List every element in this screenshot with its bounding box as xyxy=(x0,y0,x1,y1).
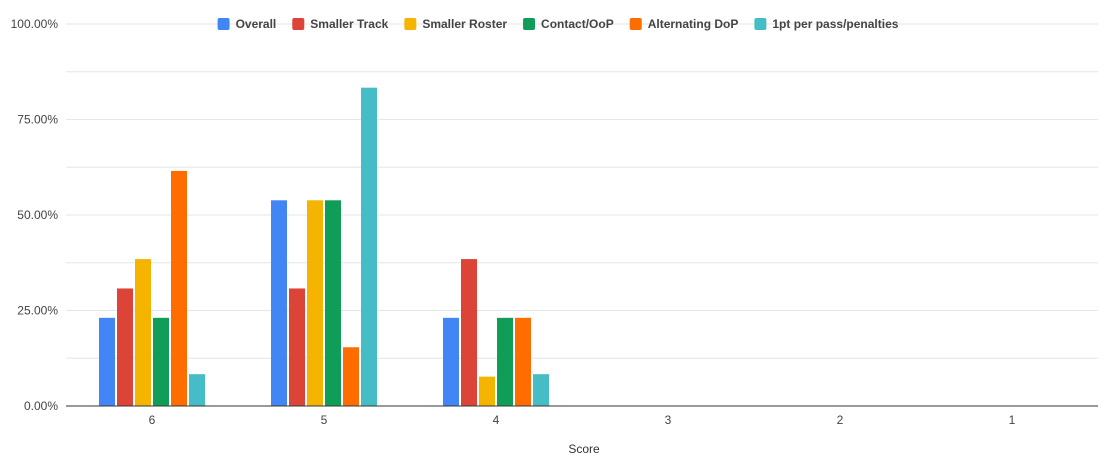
y-tick-label: 0.00% xyxy=(24,399,58,413)
legend-swatch xyxy=(523,18,536,30)
legend-swatch xyxy=(629,18,642,30)
legend-swatch xyxy=(292,18,305,30)
legend-label: Overall xyxy=(236,17,277,31)
bar-smaller-track-score-4[interactable] xyxy=(461,259,477,406)
bar-alternating-dop-score-5[interactable] xyxy=(343,347,359,406)
legend-item-alternating-dop[interactable]: Alternating DoP xyxy=(629,17,739,31)
legend-swatch xyxy=(404,18,417,30)
bars xyxy=(99,87,549,407)
bar-contact-oop-score-4[interactable] xyxy=(497,317,513,406)
legend[interactable]: Overall Smaller Track Smaller Roster Contac… xyxy=(217,17,899,31)
bar-overall-score-4[interactable] xyxy=(443,317,459,406)
bar-1pt-per-pass-penalties-score-6[interactable] xyxy=(189,374,205,406)
legend-swatch xyxy=(217,18,230,30)
y-tick-label: 25.00% xyxy=(17,304,58,318)
y-tick-label: 50.00% xyxy=(17,208,58,222)
legend-label: Smaller Track xyxy=(310,17,388,31)
bar-smaller-track-score-6[interactable] xyxy=(117,288,133,406)
bar-overall-score-6[interactable] xyxy=(99,317,115,406)
legend-swatch xyxy=(754,18,767,30)
y-tick-label: 100.00% xyxy=(11,17,59,31)
legend-item-overall[interactable]: Overall xyxy=(217,17,277,31)
axes: 0.00% 25.00% 50.00% 75.00% 100.00% 6 5 4 3 2 1 Scor… xyxy=(11,17,1098,456)
bar-1pt-per-pass-penalties-score-4[interactable] xyxy=(533,374,549,406)
x-axis-title: Score xyxy=(568,442,600,456)
legend-label: 1pt per pass/penalties xyxy=(772,17,898,31)
x-tick-label: 4 xyxy=(493,413,500,427)
bar-alternating-dop-score-4[interactable] xyxy=(515,317,531,406)
bar-alternating-dop-score-6[interactable] xyxy=(171,170,187,406)
legend-item-contact-oop[interactable]: Contact/OoP xyxy=(523,17,614,31)
bar-contact-oop-score-6[interactable] xyxy=(153,317,169,406)
x-tick-label: 3 xyxy=(665,413,672,427)
legend-item-1pt-per-pass-penalties[interactable]: 1pt per pass/penalties xyxy=(754,17,899,31)
bar-1pt-per-pass-penalties-score-5[interactable] xyxy=(361,87,377,407)
grid-lines xyxy=(66,23,1098,359)
bar-overall-score-5[interactable] xyxy=(271,200,287,406)
legend-label: Contact/OoP xyxy=(541,17,614,31)
legend-label: Smaller Roster xyxy=(422,17,507,31)
x-tick-label: 6 xyxy=(149,413,156,427)
legend-label: Alternating DoP xyxy=(648,17,739,31)
legend-item-smaller-track[interactable]: Smaller Track xyxy=(292,17,389,31)
x-tick-label: 5 xyxy=(321,413,328,427)
legend-item-smaller-roster[interactable]: Smaller Roster xyxy=(404,17,507,31)
bar-smaller-roster-score-6[interactable] xyxy=(135,259,151,406)
bar-smaller-roster-score-5[interactable] xyxy=(307,200,323,406)
bar-contact-oop-score-5[interactable] xyxy=(325,200,341,406)
bar-smaller-roster-score-4[interactable] xyxy=(479,376,495,406)
x-tick-label: 1 xyxy=(1009,413,1016,427)
y-tick-label: 75.00% xyxy=(17,113,58,127)
x-tick-label: 2 xyxy=(837,413,844,427)
bar-smaller-track-score-5[interactable] xyxy=(289,288,305,406)
